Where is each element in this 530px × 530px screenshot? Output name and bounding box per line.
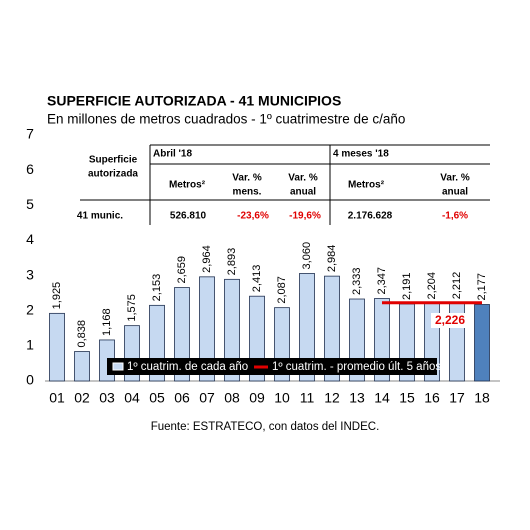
table-column-header: Var. % xyxy=(232,173,262,184)
table-column-header: Var. % xyxy=(288,173,318,184)
x-tick-label: 07 xyxy=(199,390,215,406)
y-tick-label: 3 xyxy=(26,266,34,282)
x-tick-label: 15 xyxy=(399,390,415,406)
value-label: 2,333 xyxy=(351,267,363,295)
table-cell: -19,6% xyxy=(289,211,321,222)
x-tick-label: 14 xyxy=(374,390,390,406)
bar xyxy=(74,351,90,382)
y-tick-label: 0 xyxy=(26,372,34,388)
table-cell: 41 munic. xyxy=(77,211,123,222)
x-tick-label: 04 xyxy=(124,390,140,406)
value-label: 2,212 xyxy=(451,272,463,300)
value-label: 2,964 xyxy=(201,245,213,273)
value-label: 2,087 xyxy=(276,276,288,304)
x-tick-label: 03 xyxy=(99,390,115,406)
table-column-header: mens. xyxy=(233,187,262,198)
value-label: 2,153 xyxy=(151,274,163,302)
x-tick-label: 09 xyxy=(249,390,265,406)
bar xyxy=(224,278,240,382)
x-tick-label: 08 xyxy=(224,390,240,406)
bar xyxy=(324,275,340,382)
value-label: 2,893 xyxy=(226,248,238,276)
x-tick-label: 10 xyxy=(274,390,290,406)
x-tick-label: 13 xyxy=(349,390,365,406)
table-group: Abril '18 xyxy=(153,149,192,160)
y-tick-label: 7 xyxy=(26,126,34,142)
value-label: 2,204 xyxy=(426,272,438,300)
value-label: 0,838 xyxy=(76,320,88,348)
x-tick-label: 02 xyxy=(74,390,90,406)
source: Fuente: ESTRATECO, con datos del INDEC. xyxy=(151,421,380,433)
y-tick-label: 2 xyxy=(26,301,34,317)
value-label: 1,168 xyxy=(101,308,113,336)
y-tick-label: 6 xyxy=(26,161,34,177)
value-label: 2,413 xyxy=(251,265,263,293)
legend-label: 1º cuatrim. de cada año xyxy=(127,361,248,373)
x-tick-label: 18 xyxy=(474,390,490,406)
x-tick-label: 06 xyxy=(174,390,190,406)
value-label: 2,659 xyxy=(176,256,188,284)
value-label: 2,984 xyxy=(326,245,338,273)
table-header: Superficie xyxy=(89,155,138,166)
y-tick-label: 1 xyxy=(26,337,34,353)
table-column-header: Metros² xyxy=(169,180,206,191)
bar xyxy=(49,312,65,382)
value-label-box xyxy=(431,313,469,328)
table-column-header: Var. % xyxy=(440,173,470,184)
bar xyxy=(474,304,490,382)
table-group: 4 meses '18 xyxy=(333,149,389,160)
table-column-header: anual xyxy=(442,187,468,198)
table-cell: 2.176.628 xyxy=(348,211,393,222)
chart-subtitle: En millones de metros cuadrados - 1º cua… xyxy=(47,112,405,127)
legend-label: 1º cuatrim. - promedio últ. 5 años xyxy=(272,361,441,373)
x-tick-label: 11 xyxy=(300,390,315,406)
x-tick-label: 17 xyxy=(449,390,465,406)
y-tick-label: 5 xyxy=(26,196,34,212)
legend xyxy=(107,358,437,375)
bar xyxy=(174,287,190,382)
table-cell: 526.810 xyxy=(170,211,207,222)
table-cell: -23,6% xyxy=(237,211,269,222)
table-header: autorizada xyxy=(88,169,138,180)
x-tick-label: 16 xyxy=(424,390,440,406)
value-label: 1,575 xyxy=(126,294,138,322)
value-label: 2,177 xyxy=(476,273,488,301)
table-column-header: Metros² xyxy=(348,180,385,191)
chart-title: SUPERFICIE AUTORIZADA - 41 MUNICIPIOS xyxy=(47,93,341,109)
legend-swatch xyxy=(112,362,124,371)
value-label: 2,347 xyxy=(376,267,388,295)
value-label: 2,226 xyxy=(435,313,465,327)
table-column-header: anual xyxy=(290,187,316,198)
bar xyxy=(199,276,215,382)
x-tick-label: 05 xyxy=(149,390,165,406)
bar xyxy=(299,273,315,382)
value-label: 1,925 xyxy=(51,282,63,310)
y-tick-label: 4 xyxy=(26,231,34,247)
table-cell: -1,6% xyxy=(442,211,468,222)
value-label: 3,060 xyxy=(301,242,313,270)
x-tick-label: 01 xyxy=(49,390,65,406)
x-tick-label: 12 xyxy=(324,390,340,406)
value-label: 2,191 xyxy=(401,272,413,300)
